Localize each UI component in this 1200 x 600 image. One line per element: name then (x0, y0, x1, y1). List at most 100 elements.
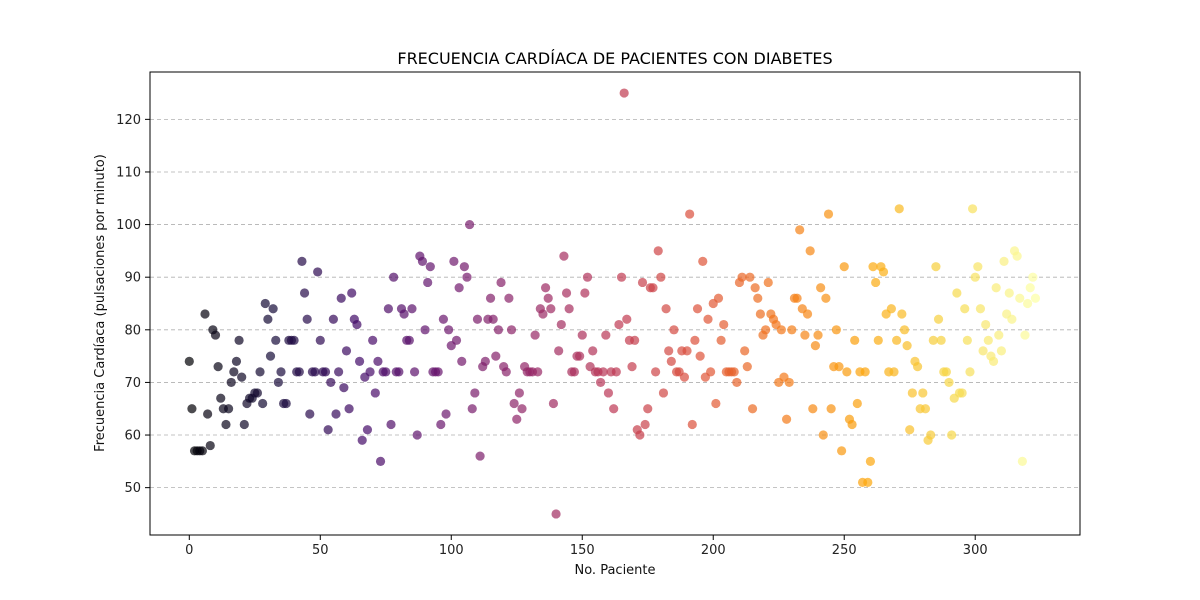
data-point (373, 356, 383, 366)
data-point (197, 446, 207, 456)
data-point (967, 204, 978, 214)
data-point (336, 293, 346, 303)
data-point (627, 362, 637, 372)
data-point (273, 377, 283, 388)
x-tick-label: 0 (185, 543, 193, 558)
data-point (907, 388, 917, 398)
data-point (637, 277, 648, 288)
data-point (687, 419, 697, 430)
data-point (753, 293, 763, 303)
data-point (813, 330, 823, 340)
x-tick-label: 300 (963, 543, 988, 558)
data-point (475, 451, 485, 461)
data-point (538, 309, 548, 319)
data-point (1025, 283, 1035, 293)
data-point (462, 272, 472, 282)
data-point (276, 367, 286, 377)
data-point (635, 430, 645, 440)
data-point (441, 409, 451, 419)
x-axis-title: No. Paciente (574, 563, 655, 578)
data-point (561, 288, 572, 298)
data-point (1012, 251, 1022, 261)
data-point (412, 430, 422, 440)
data-point (420, 325, 430, 335)
y-tick-label: 110 (116, 165, 141, 180)
x-tick-label: 50 (312, 543, 329, 558)
data-point (742, 362, 752, 372)
data-point (973, 262, 983, 272)
data-point (509, 398, 519, 409)
data-point (962, 335, 972, 345)
data-point (598, 367, 608, 377)
data-point (658, 388, 669, 398)
data-point (802, 309, 813, 319)
data-point (656, 272, 666, 282)
y-tick-label: 60 (124, 429, 141, 444)
data-point (258, 398, 268, 409)
data-point (467, 404, 477, 414)
data-point (407, 304, 417, 314)
data-point (543, 293, 553, 303)
data-point (795, 225, 805, 235)
data-point (323, 425, 333, 435)
data-point (740, 346, 750, 356)
data-point (936, 335, 946, 345)
data-point (368, 335, 378, 345)
data-point (805, 246, 815, 256)
data-point (352, 319, 362, 330)
data-point (344, 404, 354, 414)
data-point (577, 330, 587, 340)
data-point (533, 367, 543, 377)
data-point (991, 283, 1001, 293)
data-point (603, 388, 614, 398)
data-point (852, 398, 862, 409)
data-point (472, 314, 483, 324)
data-point (761, 325, 771, 335)
data-point (302, 314, 312, 324)
data-point (226, 377, 236, 388)
data-point (580, 288, 590, 298)
data-point (706, 367, 716, 377)
data-point (252, 388, 263, 398)
data-point (381, 367, 391, 377)
data-point (271, 335, 281, 345)
data-point (837, 446, 847, 456)
data-point (383, 304, 393, 314)
data-point (386, 419, 396, 430)
data-point (187, 404, 197, 414)
data-point (781, 414, 792, 424)
data-point (341, 346, 352, 356)
data-point (784, 377, 794, 388)
data-point (423, 277, 433, 288)
data-point (630, 335, 640, 345)
data-point (265, 351, 276, 361)
y-tick-label: 80 (124, 323, 141, 338)
data-point (889, 367, 899, 377)
data-point (575, 351, 585, 361)
data-point (506, 325, 517, 335)
data-point (682, 346, 692, 356)
data-point (200, 309, 210, 319)
data-point (988, 356, 999, 366)
data-point (933, 314, 944, 324)
data-point (237, 372, 247, 382)
data-point (902, 340, 912, 351)
data-point (514, 388, 524, 398)
data-point (496, 277, 506, 288)
data-point (716, 335, 726, 345)
data-point (491, 351, 501, 361)
data-point (234, 335, 244, 345)
data-point (184, 356, 194, 366)
data-point (548, 398, 559, 409)
data-point (703, 314, 713, 324)
data-point (648, 283, 658, 293)
data-point (863, 477, 873, 487)
data-point (905, 425, 915, 435)
chart-title: FRECUENCIA CARDÍACA DE PACIENTES CON DIA… (397, 49, 832, 68)
data-point (842, 367, 852, 377)
data-point (978, 346, 988, 356)
data-point (614, 319, 624, 330)
data-point (960, 304, 970, 314)
data-point (409, 367, 420, 377)
